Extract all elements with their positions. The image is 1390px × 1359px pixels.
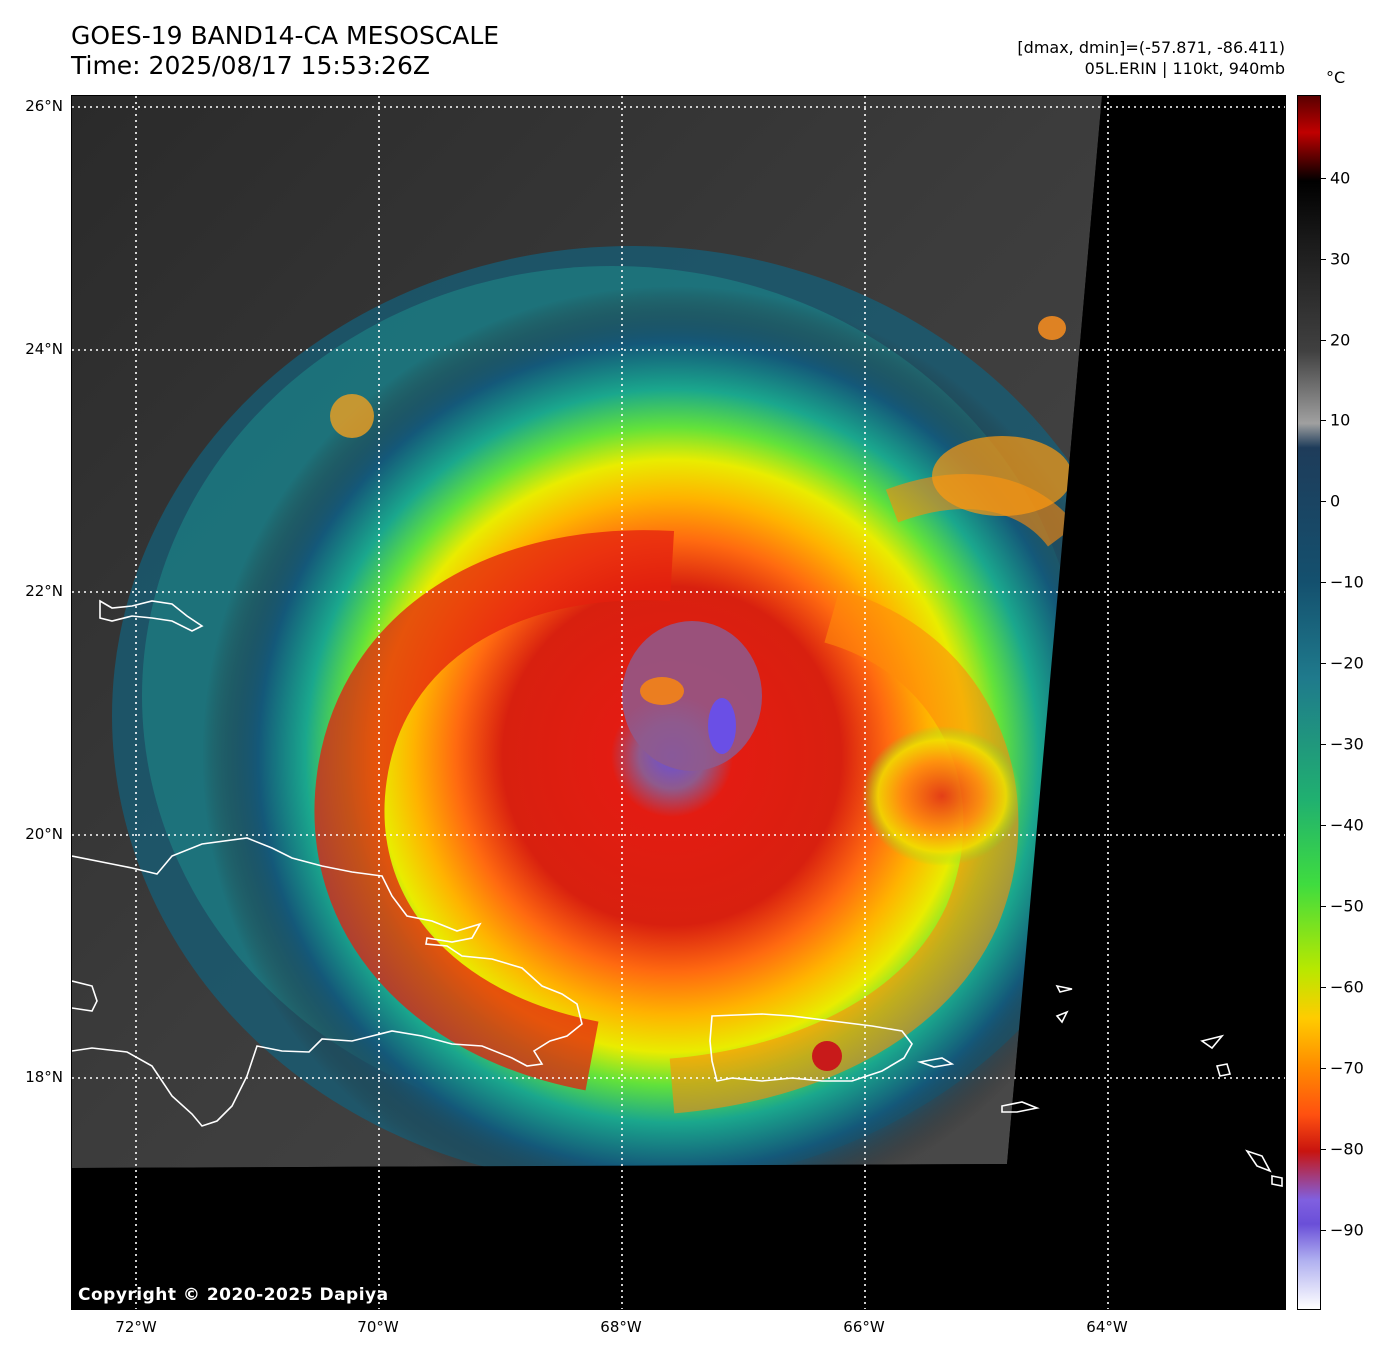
coastlines (72, 599, 1283, 1187)
lon-label-64: 64°W (1086, 1318, 1128, 1336)
data-range-text: [dmax, dmin]=(-57.871, -86.411) (1017, 38, 1285, 57)
colorbar (1297, 95, 1321, 1310)
colorbar-label: 30 (1330, 249, 1351, 269)
colorbar-label: −60 (1330, 977, 1364, 997)
colorbar-label: 20 (1330, 330, 1351, 350)
colorbar-label: 40 (1330, 168, 1351, 188)
lon-label-68: 68°W (600, 1318, 642, 1336)
satellite-image-map: Copyright © 2020-2025 Dapiya (71, 95, 1286, 1310)
coldest-cloud-tops (708, 698, 736, 754)
graticule (72, 96, 1285, 1309)
colorbar-label: −20 (1330, 653, 1364, 673)
copyright-text: Copyright © 2020-2025 Dapiya (78, 1285, 389, 1305)
lat-label-24: 24°N (25, 340, 63, 358)
colorbar-label: −90 (1330, 1220, 1364, 1240)
satellite-imagery (72, 96, 1285, 1309)
lon-label-70: 70°W (357, 1318, 399, 1336)
colorbar-label: −30 (1330, 734, 1364, 754)
colorbar-unit: °C (1326, 68, 1346, 87)
image-time: Time: 2025/08/17 15:53:26Z (71, 51, 430, 80)
lon-label-66: 66°W (843, 1318, 885, 1336)
colorbar-label: 0 (1330, 491, 1341, 511)
storm-info-text: 05L.ERIN | 110kt, 940mb (1084, 59, 1285, 78)
colorbar-label: 10 (1330, 410, 1351, 430)
colorbar-label: −50 (1330, 896, 1364, 916)
lat-label-26: 26°N (25, 97, 63, 115)
colorbar-label: −10 (1330, 572, 1364, 592)
colorbar-label: −40 (1330, 815, 1364, 835)
colorbar-label: −80 (1330, 1139, 1364, 1159)
colorbar-label: −70 (1330, 1058, 1364, 1078)
image-title: GOES-19 BAND14-CA MESOSCALE (71, 21, 500, 50)
lat-label-22: 22°N (25, 582, 63, 600)
lat-label-18: 18°N (25, 1068, 63, 1086)
lat-label-20: 20°N (25, 825, 63, 843)
lon-label-72: 72°W (115, 1318, 157, 1336)
